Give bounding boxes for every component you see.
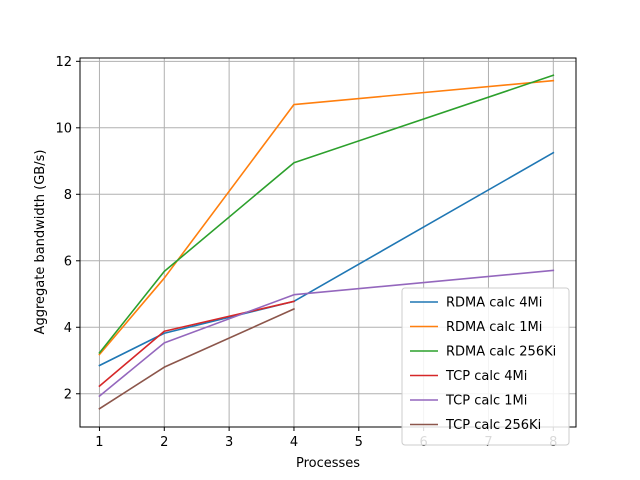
plot-area-frame	[79, 57, 577, 428]
y-axis-label: Aggregate bandwidth (GB/s)	[33, 150, 48, 335]
y-tick-label: 4	[64, 321, 72, 336]
legend-label: RDMA calc 256Ki	[446, 345, 556, 360]
legend-label: TCP calc 256Ki	[445, 418, 541, 433]
y-tick-label: 2	[64, 387, 72, 402]
y-tick-label: 6	[64, 254, 72, 269]
y-tick-label: 12	[55, 55, 72, 70]
x-tick-label: 2	[160, 435, 168, 450]
series-line-1	[98, 151, 555, 367]
x-tick-label: 1	[95, 435, 103, 450]
legend: RDMA calc 4Mi RDMA calc 1Mi RDMA calc 256K…	[401, 287, 570, 446]
x-tick-label: 3	[225, 435, 233, 450]
series-lines	[98, 74, 555, 410]
legend-box	[401, 287, 570, 446]
legend-label: TCP calc 1Mi	[445, 394, 527, 409]
y-tick-label: 10	[55, 121, 72, 136]
series-line-6	[98, 307, 296, 410]
legend-label: RDMA calc 4Mi	[446, 296, 542, 311]
legend-label: TCP calc 4Mi	[445, 369, 527, 384]
legend-label: RDMA calc 1Mi	[446, 320, 542, 335]
x-tick-label: 5	[355, 435, 363, 450]
x-tick-label: 4	[290, 435, 298, 450]
y-tick-label: 8	[64, 188, 72, 203]
series-line-5	[98, 269, 555, 398]
series-line-2	[98, 79, 555, 356]
x-axis-label: Processes	[296, 456, 360, 471]
series-line-3	[98, 74, 555, 354]
